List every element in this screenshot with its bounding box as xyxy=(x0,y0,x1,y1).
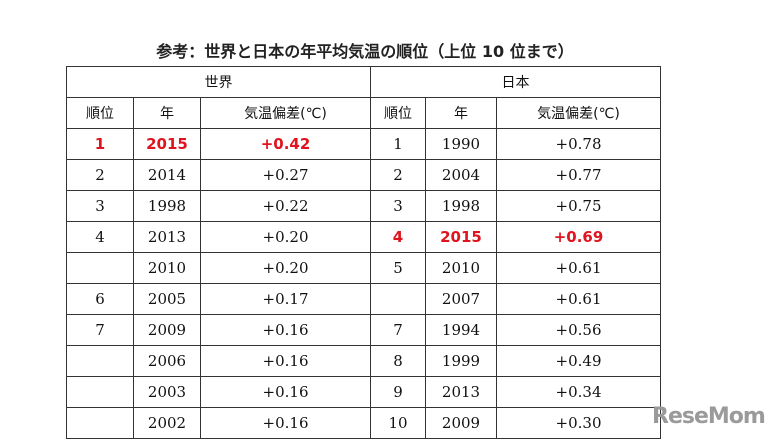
table-cell: 10 xyxy=(370,407,426,439)
table-cell: 1994 xyxy=(425,314,497,346)
column-header: 順位 xyxy=(370,97,426,129)
table-cell: 2015 xyxy=(425,221,497,253)
table-cell: +0.16 xyxy=(200,407,371,439)
table-cell: +0.16 xyxy=(200,376,371,408)
table-cell: +0.17 xyxy=(200,283,371,315)
table-cell: 2002 xyxy=(133,407,201,439)
table-row: 2 2014 +0.27 2 2004 +0.77 xyxy=(66,159,661,191)
table-cell: 2004 xyxy=(425,159,497,191)
table-cell: 1998 xyxy=(425,190,497,222)
table-cell: 1 xyxy=(370,128,426,160)
table-cell: 1 xyxy=(66,128,134,160)
table-cell xyxy=(66,376,134,408)
table-row: 1 2015 +0.42 1 1990 +0.78 xyxy=(66,128,661,160)
table-cell: +0.30 xyxy=(496,407,661,439)
table-row: 3 1998 +0.22 3 1998 +0.75 xyxy=(66,190,661,222)
table-cell: 2013 xyxy=(133,221,201,253)
column-header: 順位 xyxy=(66,97,134,129)
table-cell: 7 xyxy=(370,314,426,346)
table-cell: 2005 xyxy=(133,283,201,315)
column-header: 年 xyxy=(133,97,201,129)
table-row: 2010 +0.20 5 2010 +0.61 xyxy=(66,252,661,284)
table-cell xyxy=(66,345,134,377)
table-cell: 4 xyxy=(66,221,134,253)
column-header: 気温偏差(℃) xyxy=(496,97,661,129)
table-cell: 7 xyxy=(66,314,134,346)
table-cell: 2010 xyxy=(425,252,497,284)
group-header: 日本 xyxy=(370,66,661,98)
table-cell: 3 xyxy=(370,190,426,222)
group-header: 世界 xyxy=(66,66,371,98)
table-cell: +0.56 xyxy=(496,314,661,346)
table-row: 6 2005 +0.17 2007 +0.61 xyxy=(66,283,661,315)
table-cell xyxy=(370,283,426,315)
table-cell: 2009 xyxy=(425,407,497,439)
table-cell: +0.75 xyxy=(496,190,661,222)
table-cell: 2 xyxy=(370,159,426,191)
table-cell: +0.16 xyxy=(200,345,371,377)
table-cell xyxy=(66,407,134,439)
table-cell xyxy=(66,252,134,284)
table-row: 4 2013 +0.20 4 2015 +0.69 xyxy=(66,221,661,253)
table-row: 2006 +0.16 8 1999 +0.49 xyxy=(66,345,661,377)
table-cell: +0.77 xyxy=(496,159,661,191)
table-cell: 1990 xyxy=(425,128,497,160)
table-cell: +0.42 xyxy=(200,128,371,160)
table-cell: 9 xyxy=(370,376,426,408)
table-cell: 2015 xyxy=(133,128,201,160)
table-cell: +0.20 xyxy=(200,221,371,253)
table-cell: 2013 xyxy=(425,376,497,408)
table-row: 2002 +0.16 10 2009 +0.30 xyxy=(66,407,661,439)
table-cell: +0.69 xyxy=(496,221,661,253)
table-cell: +0.61 xyxy=(496,252,661,284)
table-cell: 1998 xyxy=(133,190,201,222)
table-cell: 2014 xyxy=(133,159,201,191)
table-cell: 1999 xyxy=(425,345,497,377)
table-cell: 2007 xyxy=(425,283,497,315)
title: 参考：世界と日本の年平均気温の順位（上位 10 位まで） xyxy=(156,42,574,61)
table-cell: 5 xyxy=(370,252,426,284)
column-header: 気温偏差(℃) xyxy=(200,97,371,129)
column-header: 年 xyxy=(425,97,497,129)
table-cell: +0.61 xyxy=(496,283,661,315)
watermark: ReseMom xyxy=(652,404,765,429)
table-cell: +0.27 xyxy=(200,159,371,191)
table-cell: +0.78 xyxy=(496,128,661,160)
table-cell: 2 xyxy=(66,159,134,191)
table-cell: 2010 xyxy=(133,252,201,284)
table-cell: 2009 xyxy=(133,314,201,346)
table-cell: +0.16 xyxy=(200,314,371,346)
table-cell: +0.22 xyxy=(200,190,371,222)
table-row: 2003 +0.16 9 2013 +0.34 xyxy=(66,376,661,408)
table-cell: 6 xyxy=(66,283,134,315)
table-cell: +0.49 xyxy=(496,345,661,377)
table-row: 7 2009 +0.16 7 1994 +0.56 xyxy=(66,314,661,346)
ranking-table: 世界 日本 順位年気温偏差(℃) 順位年気温偏差(℃) 1 2015 +0.42 1 199… xyxy=(66,66,661,439)
table-cell: 2003 xyxy=(133,376,201,408)
table-cell: +0.20 xyxy=(200,252,371,284)
table-cell: +0.34 xyxy=(496,376,661,408)
table-cell: 8 xyxy=(370,345,426,377)
table-cell: 4 xyxy=(370,221,426,253)
table-cell: 3 xyxy=(66,190,134,222)
table-cell: 2006 xyxy=(133,345,201,377)
